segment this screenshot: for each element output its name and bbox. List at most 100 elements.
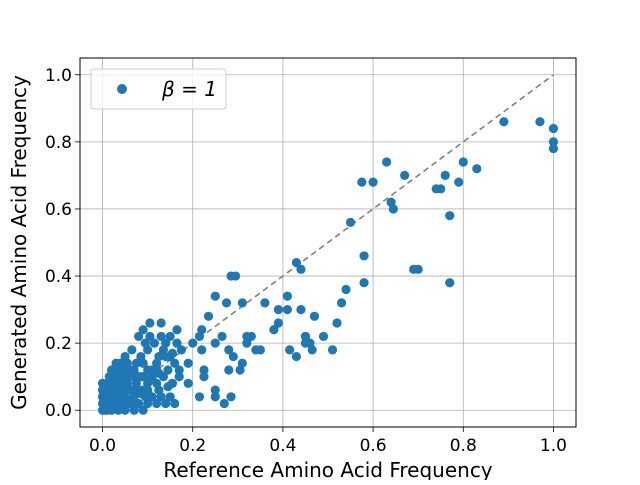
data-point — [125, 365, 135, 375]
x-tick-label: 0.0 — [89, 436, 116, 456]
data-point — [237, 298, 247, 308]
x-tick-label: 1.0 — [540, 436, 567, 456]
data-point — [199, 365, 209, 375]
x-tick-label: 0.4 — [269, 436, 296, 456]
data-point — [113, 368, 123, 378]
data-point — [226, 392, 236, 402]
data-point — [224, 365, 234, 375]
x-axis-label: Reference Amino Acid Frequency — [163, 458, 492, 480]
data-point — [174, 365, 184, 375]
data-point — [210, 291, 220, 301]
x-tick-label: 0.2 — [179, 436, 206, 456]
y-tick-label: 0.4 — [45, 267, 72, 287]
data-point — [194, 392, 205, 402]
data-point — [199, 372, 209, 382]
legend-label: β = 1 — [161, 77, 217, 101]
data-point — [134, 331, 144, 342]
data-point — [176, 345, 187, 355]
data-point — [210, 392, 220, 402]
data-point — [282, 291, 293, 301]
data-point — [300, 338, 311, 348]
data-point — [440, 170, 450, 181]
data-point — [285, 345, 295, 355]
data-point — [368, 177, 378, 187]
data-point — [109, 388, 119, 399]
data-point — [300, 331, 311, 342]
data-point — [445, 278, 455, 288]
data-point — [163, 382, 173, 392]
data-point — [548, 137, 559, 147]
data-point — [409, 264, 419, 274]
data-point — [170, 358, 180, 368]
data-point — [242, 331, 252, 342]
data-point — [115, 378, 126, 388]
data-point — [183, 378, 193, 388]
data-point — [210, 338, 220, 348]
data-point — [235, 365, 245, 375]
data-point — [251, 345, 261, 355]
data-point — [127, 345, 137, 355]
data-point — [138, 325, 148, 335]
data-point — [260, 298, 270, 308]
data-point — [296, 264, 306, 274]
data-point — [113, 405, 123, 415]
data-point — [291, 258, 302, 268]
data-point — [147, 392, 157, 402]
data-point — [102, 405, 112, 415]
data-point — [341, 284, 351, 295]
data-point — [111, 358, 121, 368]
data-point — [269, 325, 279, 335]
data-point — [161, 398, 171, 409]
data-point — [359, 251, 369, 261]
data-point — [140, 338, 150, 348]
data-point — [296, 304, 306, 315]
data-point — [197, 345, 207, 355]
data-point — [167, 348, 178, 358]
legend-marker — [117, 84, 127, 94]
data-point — [172, 338, 182, 348]
data-point — [143, 398, 153, 409]
data-point — [118, 398, 128, 409]
data-point — [210, 385, 220, 395]
data-point — [382, 157, 392, 167]
data-point — [154, 368, 164, 378]
data-point — [100, 395, 110, 405]
data-point — [458, 157, 468, 167]
data-point — [129, 372, 139, 382]
data-point — [291, 351, 302, 362]
data-point — [152, 358, 162, 368]
data-point — [156, 318, 166, 328]
data-point — [336, 298, 347, 308]
data-point — [226, 271, 236, 281]
data-point — [165, 331, 175, 342]
data-point — [120, 351, 130, 362]
y-tick-label: 0.0 — [45, 401, 72, 421]
data-point — [145, 375, 155, 385]
data-point — [548, 143, 559, 154]
data-point — [163, 365, 173, 375]
data-point — [454, 177, 464, 187]
y-tick-label: 0.2 — [45, 334, 72, 354]
y-tick-label: 0.8 — [45, 133, 72, 153]
data-point — [219, 398, 229, 409]
data-point — [307, 345, 317, 355]
data-point — [318, 331, 329, 342]
tick-labels: 0.0 0.0 0.2 0.2 0.4 0.4 0.6 0.6 0.8 0.8 1.0 1.0 — [45, 66, 567, 456]
data-points — [97, 117, 559, 415]
data-point — [188, 338, 198, 348]
data-point — [445, 211, 455, 221]
data-point — [156, 392, 166, 402]
data-point — [499, 117, 509, 127]
data-point — [156, 331, 166, 342]
data-point — [242, 338, 252, 348]
data-point — [183, 358, 193, 368]
data-point — [357, 177, 367, 187]
data-point — [359, 278, 369, 288]
data-point — [224, 345, 234, 355]
x-tick-label: 0.6 — [360, 436, 387, 456]
data-point — [136, 351, 146, 362]
data-point — [431, 184, 441, 194]
data-point — [127, 395, 137, 405]
